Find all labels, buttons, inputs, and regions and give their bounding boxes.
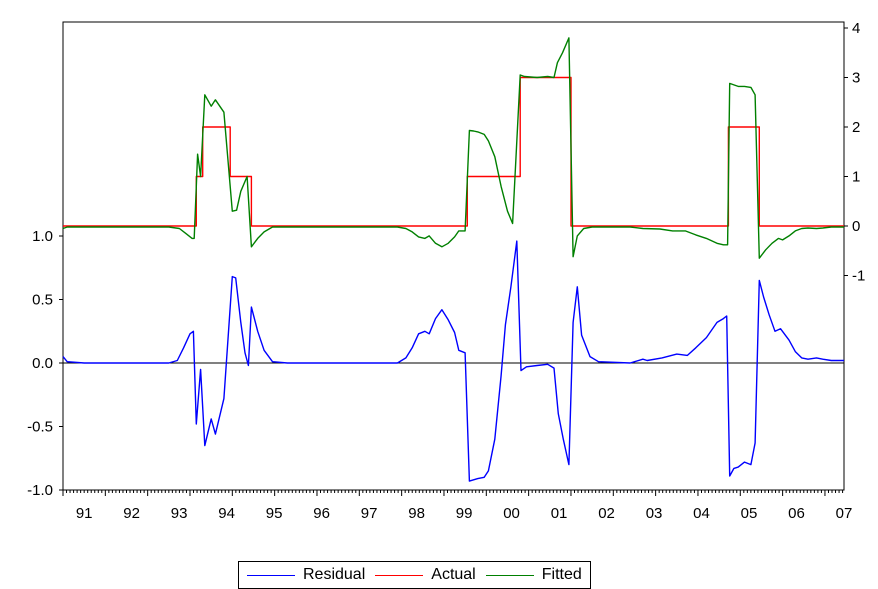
x-tick-label: 95 — [266, 505, 283, 522]
series-line-fitted — [62, 37, 844, 259]
x-tick-label: 03 — [646, 505, 663, 522]
x-tick-label: 00 — [503, 505, 520, 522]
legend-swatch-residual — [247, 574, 295, 576]
legend-swatch-fitted — [485, 574, 534, 576]
x-tick-label: 97 — [361, 505, 378, 522]
left-axis: 1.0 0.5 0.0 -0.5 -1.0 — [27, 228, 63, 499]
right-tick-label: 0 — [852, 218, 860, 235]
chart-canvas: 91 92 93 94 95 96 97 98 99 00 01 02 03 04 05 06 07 1.00.… — [27, 20, 865, 522]
legend: Residual Actual Fitted — [238, 561, 591, 589]
legend-label-actual: Actual — [431, 566, 476, 583]
legend-label-fitted: Fitted — [541, 566, 582, 583]
plot-frame — [62, 21, 845, 491]
legend-item-residual: Residual — [247, 566, 365, 584]
left-tick-label: 1.0 — [32, 228, 53, 245]
legend-label-residual: Residual — [303, 566, 366, 583]
x-tick-label: 99 — [456, 505, 473, 522]
right-tick-label: 1 — [852, 169, 860, 186]
left-tick-label: -1.0 — [27, 482, 53, 499]
right-axis: 4 3 2 1 0 -1 — [844, 20, 865, 285]
right-tick-label: 3 — [852, 70, 860, 87]
x-tick-label: 01 — [551, 505, 568, 522]
x-tick-label: 05 — [741, 505, 758, 522]
legend-item-actual: Actual — [375, 566, 476, 584]
left-tick-label: -0.5 — [27, 419, 53, 436]
series-layer — [62, 37, 844, 482]
x-tick-label: 06 — [788, 505, 805, 522]
x-tick-label: 92 — [123, 505, 140, 522]
legend-item-fitted: Fitted — [485, 566, 582, 584]
series-line-actual — [63, 76, 844, 227]
x-tick-label: 04 — [693, 505, 710, 522]
x-tick-label: 98 — [408, 505, 425, 522]
x-tick-label: 91 — [76, 505, 93, 522]
x-tick-label: 07 — [836, 505, 853, 522]
x-axis: 91 92 93 94 95 96 97 98 99 00 01 02 03 04 05 06 07 — [62, 490, 853, 522]
x-tick-label: 93 — [171, 505, 188, 522]
legend-swatch-actual — [375, 574, 424, 576]
x-tick-label: 02 — [598, 505, 615, 522]
left-tick-label: 0.0 — [32, 355, 53, 372]
right-tick-label: 4 — [852, 20, 860, 37]
x-tick-label: 94 — [218, 505, 235, 522]
series-line-residual — [62, 240, 844, 482]
right-tick-label: -1 — [852, 268, 865, 285]
x-tick-label: 96 — [313, 505, 330, 522]
left-tick-label: 0.5 — [32, 292, 53, 309]
right-tick-label: 2 — [852, 119, 860, 136]
